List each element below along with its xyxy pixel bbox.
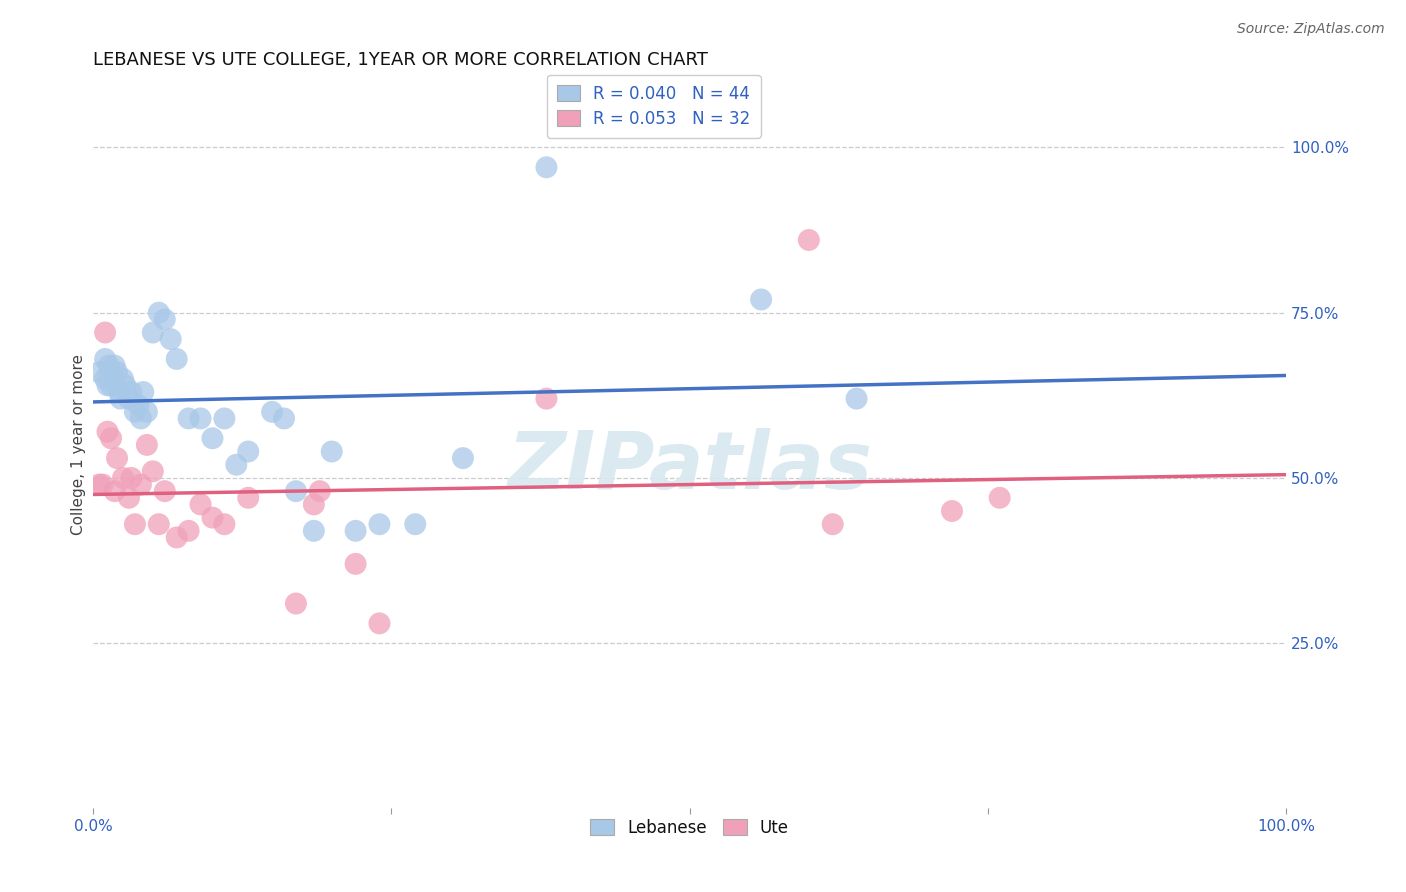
Point [91, 477, 114, 491]
Legend: Lebanese, Ute: Lebanese, Ute [583, 813, 796, 844]
Point [120, 384, 142, 399]
Point [111, 372, 134, 386]
Point [100, 431, 122, 445]
Point [536, 392, 558, 406]
Point [308, 484, 330, 499]
Point [821, 517, 844, 532]
Point [118, 491, 141, 505]
Text: Source: ZipAtlas.com: Source: ZipAtlas.com [1237, 22, 1385, 37]
Text: ZIPatlas: ZIPatlas [508, 427, 872, 506]
Point [273, 411, 295, 425]
Point [111, 471, 134, 485]
Point [190, 411, 212, 425]
Point [94, 372, 117, 386]
Point [214, 517, 236, 532]
Point [153, 312, 176, 326]
Point [118, 392, 141, 406]
Point [103, 372, 125, 386]
Point [108, 384, 131, 399]
Point [104, 484, 127, 499]
Point [100, 378, 122, 392]
Point [110, 392, 132, 406]
Point [302, 497, 325, 511]
Point [100, 365, 122, 379]
Point [159, 332, 181, 346]
Text: LEBANESE VS UTE COLLEGE, 1YEAR OR MORE CORRELATION CHART: LEBANESE VS UTE COLLEGE, 1YEAR OR MORE C… [93, 51, 709, 69]
Y-axis label: College, 1 year or more: College, 1 year or more [72, 354, 86, 535]
Point [128, 398, 150, 412]
Point [238, 444, 260, 458]
Point [845, 392, 868, 406]
Point [368, 616, 391, 631]
Point [148, 517, 170, 532]
Point [129, 411, 152, 425]
Point [89, 477, 111, 491]
Point [114, 378, 136, 392]
Point [105, 365, 128, 379]
Point [302, 524, 325, 538]
Point [238, 491, 260, 505]
Point [96, 425, 118, 439]
Point [89, 365, 111, 379]
Point [225, 458, 247, 472]
Point [988, 491, 1011, 505]
Point [129, 477, 152, 491]
Point [97, 359, 120, 373]
Point [94, 326, 117, 340]
Point [135, 438, 157, 452]
Point [124, 405, 146, 419]
Point [941, 504, 963, 518]
Point [94, 351, 117, 366]
Point [344, 524, 367, 538]
Point [177, 411, 200, 425]
Point [404, 517, 426, 532]
Point [797, 233, 820, 247]
Point [284, 484, 307, 499]
Point [166, 351, 188, 366]
Point [749, 293, 772, 307]
Point [214, 411, 236, 425]
Point [201, 431, 224, 445]
Point [153, 484, 176, 499]
Point [148, 306, 170, 320]
Point [105, 451, 128, 466]
Point [344, 557, 367, 571]
Point [142, 464, 165, 478]
Point [96, 378, 118, 392]
Point [262, 405, 284, 419]
Point [135, 405, 157, 419]
Point [104, 359, 127, 373]
Point [124, 517, 146, 532]
Point [321, 444, 343, 458]
Point [190, 497, 212, 511]
Point [284, 597, 307, 611]
Point [451, 451, 474, 466]
Point [166, 531, 188, 545]
Point [177, 524, 200, 538]
Point [142, 326, 165, 340]
Point [132, 384, 155, 399]
Point [368, 517, 391, 532]
Point [536, 161, 558, 175]
Point [201, 510, 224, 524]
Point [120, 471, 142, 485]
